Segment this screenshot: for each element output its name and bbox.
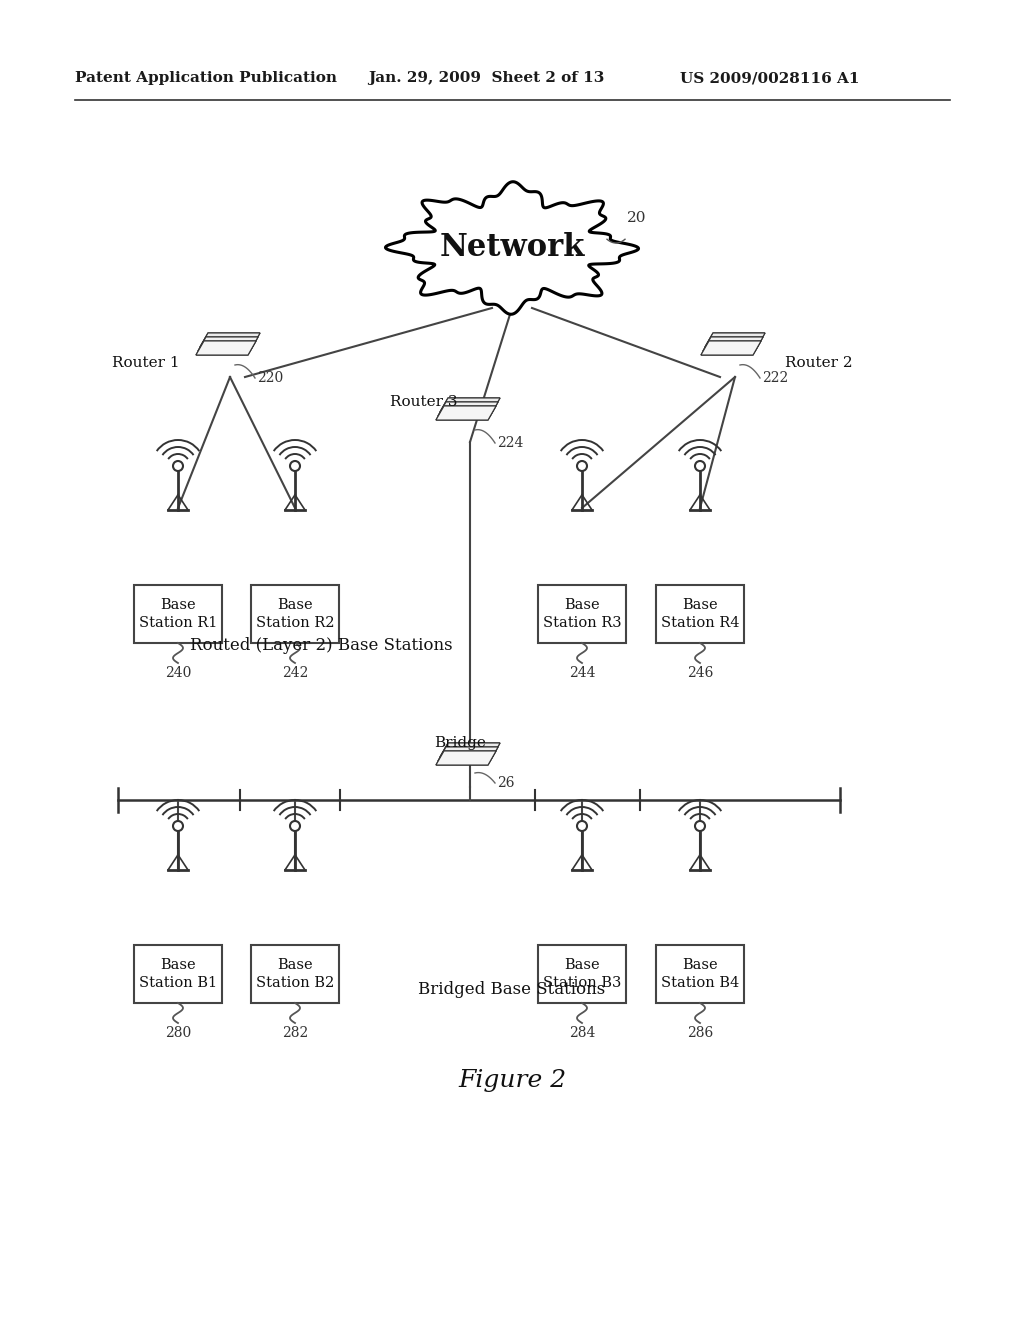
Polygon shape <box>705 333 765 347</box>
Text: Network: Network <box>439 232 585 264</box>
Text: Router 3: Router 3 <box>390 395 458 409</box>
Circle shape <box>173 821 183 832</box>
Text: 240: 240 <box>165 667 191 680</box>
FancyBboxPatch shape <box>538 585 626 643</box>
Text: Base
Station B1: Base Station B1 <box>139 958 217 990</box>
Text: 246: 246 <box>687 667 713 680</box>
Text: Base
Station R3: Base Station R3 <box>543 598 622 630</box>
FancyBboxPatch shape <box>656 585 744 643</box>
Polygon shape <box>436 407 496 420</box>
Polygon shape <box>198 337 258 351</box>
Text: 224: 224 <box>497 436 523 450</box>
FancyBboxPatch shape <box>251 945 339 1003</box>
FancyBboxPatch shape <box>251 585 339 643</box>
Text: Base
Station B2: Base Station B2 <box>256 958 334 990</box>
Polygon shape <box>200 333 260 347</box>
Polygon shape <box>200 333 260 347</box>
Polygon shape <box>196 341 256 355</box>
Circle shape <box>577 821 587 832</box>
Polygon shape <box>703 337 763 351</box>
Polygon shape <box>438 747 498 762</box>
Text: Router 1: Router 1 <box>113 356 180 370</box>
Text: 20: 20 <box>627 211 646 224</box>
Polygon shape <box>440 743 500 756</box>
Polygon shape <box>436 751 496 766</box>
Text: 220: 220 <box>257 371 284 385</box>
Polygon shape <box>701 341 761 355</box>
Circle shape <box>577 461 587 471</box>
Polygon shape <box>440 399 500 412</box>
Text: Bridged Base Stations: Bridged Base Stations <box>419 982 605 998</box>
Circle shape <box>290 461 300 471</box>
Polygon shape <box>701 341 761 355</box>
Text: Base
Station B3: Base Station B3 <box>543 958 622 990</box>
Polygon shape <box>440 743 500 756</box>
Text: 26: 26 <box>497 776 514 789</box>
Polygon shape <box>436 751 496 766</box>
Polygon shape <box>703 337 763 351</box>
Text: 242: 242 <box>282 667 308 680</box>
Text: US 2009/0028116 A1: US 2009/0028116 A1 <box>680 71 859 84</box>
Polygon shape <box>198 337 258 351</box>
Circle shape <box>695 821 705 832</box>
Text: Bridge: Bridge <box>434 737 486 750</box>
Polygon shape <box>196 341 256 355</box>
Polygon shape <box>438 403 498 416</box>
Text: Patent Application Publication: Patent Application Publication <box>75 71 337 84</box>
Circle shape <box>695 461 705 471</box>
Polygon shape <box>705 333 765 347</box>
Polygon shape <box>438 747 498 762</box>
FancyBboxPatch shape <box>134 585 222 643</box>
Text: Base
Station R2: Base Station R2 <box>256 598 334 630</box>
Polygon shape <box>385 182 639 314</box>
Text: 244: 244 <box>568 667 595 680</box>
Text: Base
Station R4: Base Station R4 <box>660 598 739 630</box>
Text: Base
Station B4: Base Station B4 <box>660 958 739 990</box>
Text: 286: 286 <box>687 1026 713 1040</box>
FancyBboxPatch shape <box>656 945 744 1003</box>
FancyBboxPatch shape <box>134 945 222 1003</box>
Polygon shape <box>438 403 498 416</box>
Polygon shape <box>440 399 500 412</box>
Circle shape <box>290 821 300 832</box>
Text: Routed (Layer 2) Base Stations: Routed (Layer 2) Base Stations <box>190 636 453 653</box>
Text: 222: 222 <box>762 371 788 385</box>
Text: Figure 2: Figure 2 <box>458 1068 566 1092</box>
Text: Base
Station R1: Base Station R1 <box>139 598 217 630</box>
FancyBboxPatch shape <box>538 945 626 1003</box>
Text: 284: 284 <box>568 1026 595 1040</box>
Text: 280: 280 <box>165 1026 191 1040</box>
Text: Jan. 29, 2009  Sheet 2 of 13: Jan. 29, 2009 Sheet 2 of 13 <box>368 71 604 84</box>
Text: Router 2: Router 2 <box>785 356 853 370</box>
Circle shape <box>173 461 183 471</box>
Text: 282: 282 <box>282 1026 308 1040</box>
Polygon shape <box>436 407 496 420</box>
